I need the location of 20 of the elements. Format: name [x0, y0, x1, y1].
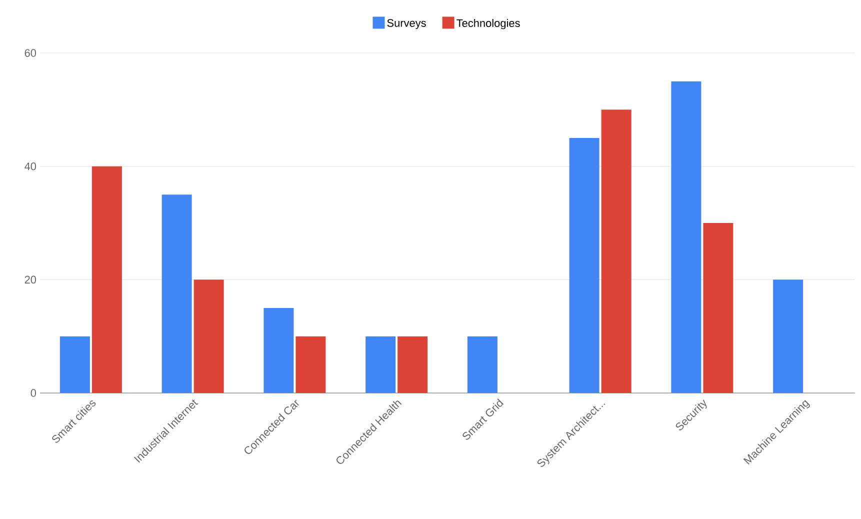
bar [296, 336, 326, 393]
bar [194, 280, 224, 393]
bar [569, 138, 600, 393]
y-tick-label: 0 [30, 389, 36, 397]
bar [703, 223, 734, 393]
y-tick-label: 60 [24, 49, 36, 57]
y-tick-label: 20 [24, 276, 36, 284]
bar [671, 81, 702, 393]
legend-label: Surveys [387, 19, 426, 30]
bar [773, 280, 804, 393]
bar [92, 166, 122, 393]
legend-label: Technologies [456, 18, 520, 30]
bar [366, 336, 396, 393]
bar [264, 308, 294, 393]
bar [60, 336, 90, 393]
y-tick-label: 40 [24, 162, 36, 170]
bar [162, 194, 192, 393]
bar [601, 110, 632, 393]
bar [467, 336, 498, 393]
bar [398, 336, 428, 393]
